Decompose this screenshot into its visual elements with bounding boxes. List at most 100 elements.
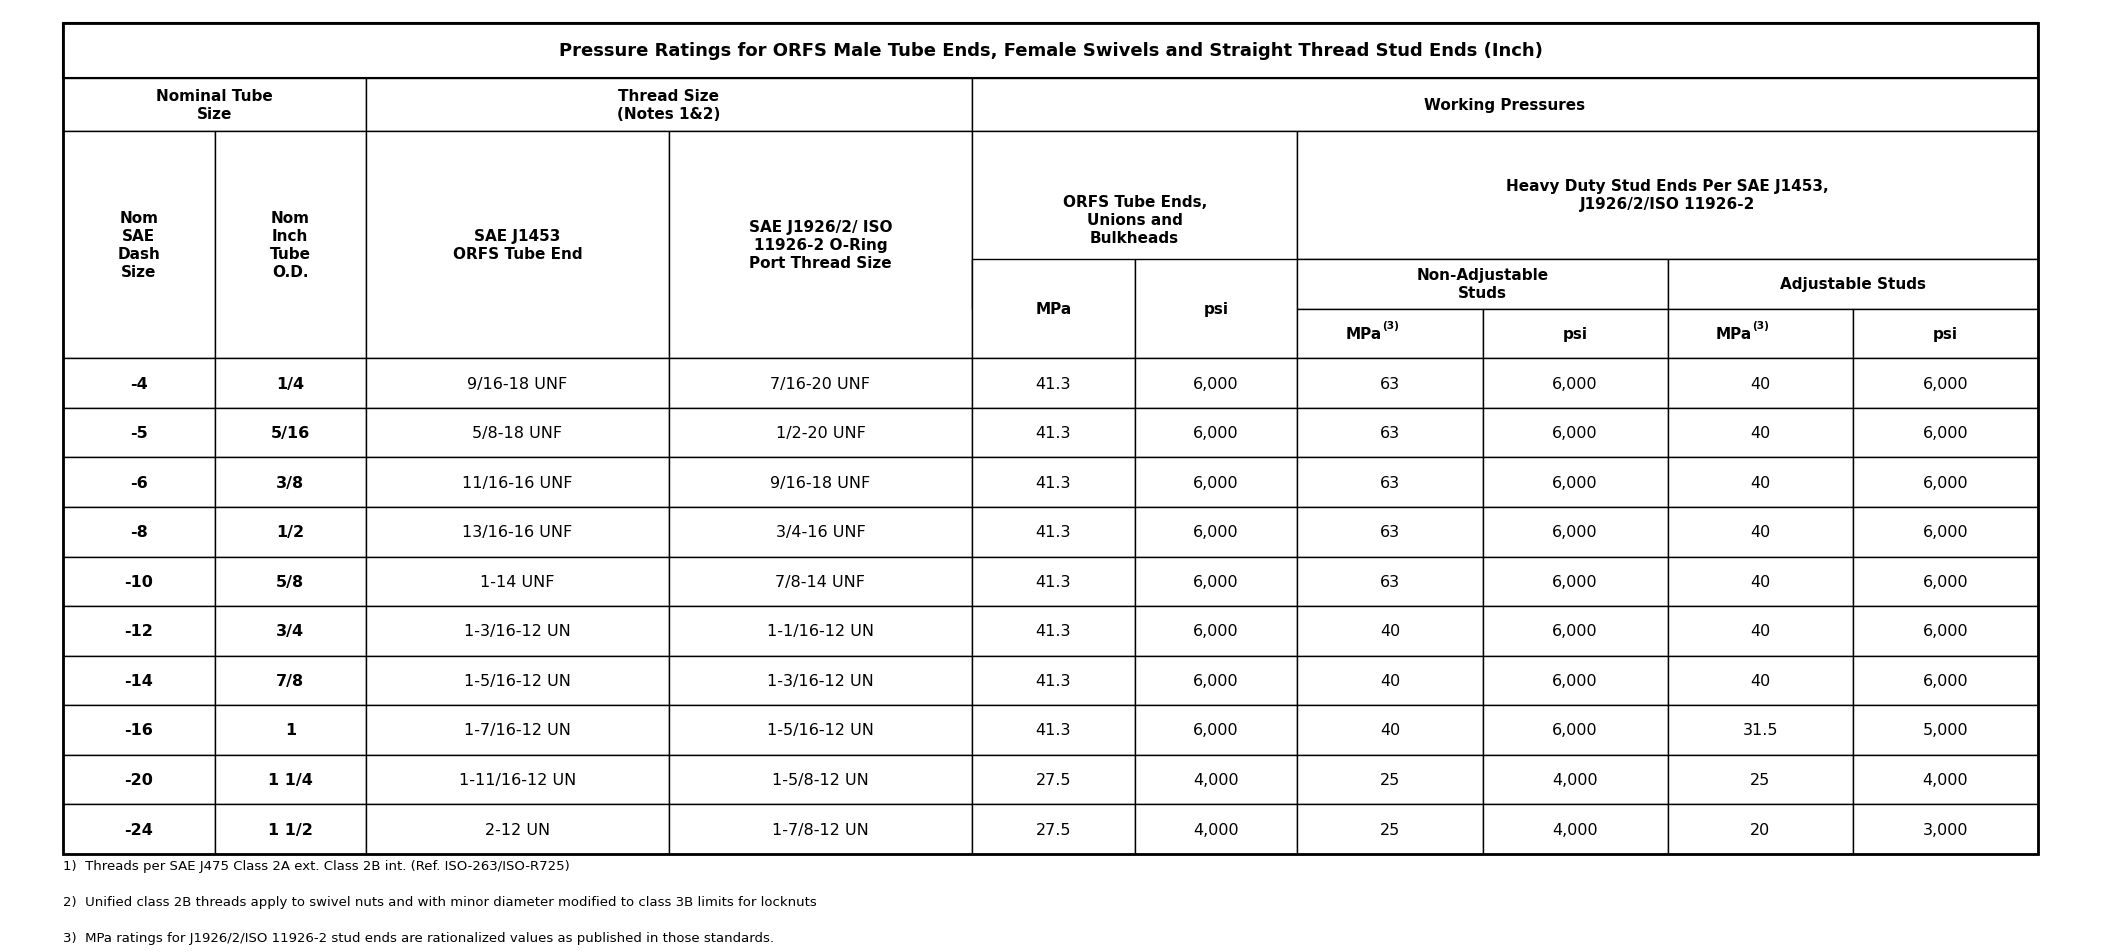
- Text: 4,000: 4,000: [1922, 772, 1969, 787]
- Bar: [973, 606, 1135, 656]
- Bar: [1668, 260, 2038, 309]
- Bar: [1853, 656, 2038, 705]
- Text: 6,000: 6,000: [1922, 624, 1969, 639]
- Text: 1/2-20 UNF: 1/2-20 UNF: [775, 426, 866, 441]
- Text: 4,000: 4,000: [1193, 822, 1240, 837]
- Bar: [1135, 804, 1298, 854]
- Bar: [63, 359, 214, 408]
- Text: 3/8: 3/8: [275, 475, 305, 490]
- Bar: [366, 408, 668, 458]
- Text: 63: 63: [1380, 574, 1399, 589]
- Bar: [1853, 359, 2038, 408]
- Bar: [1135, 606, 1298, 656]
- Bar: [1298, 260, 1668, 309]
- Text: 2)  Unified class 2B threads apply to swivel nuts and with minor diameter modifi: 2) Unified class 2B threads apply to swi…: [63, 895, 817, 908]
- Text: 20: 20: [1750, 822, 1771, 837]
- Text: 13/16-16 UNF: 13/16-16 UNF: [462, 525, 574, 540]
- Bar: [1483, 656, 1668, 705]
- Text: 25: 25: [1380, 772, 1399, 787]
- Bar: [63, 458, 214, 507]
- Bar: [63, 804, 214, 854]
- Text: Nom
Inch
Tube
O.D.: Nom Inch Tube O.D.: [269, 210, 311, 280]
- Text: 5,000: 5,000: [1922, 723, 1969, 738]
- Text: (3): (3): [1752, 320, 1769, 330]
- Bar: [63, 606, 214, 656]
- Text: 9/16-18 UNF: 9/16-18 UNF: [771, 475, 870, 490]
- Text: 40: 40: [1750, 624, 1771, 639]
- Text: 6,000: 6,000: [1553, 574, 1599, 589]
- Bar: [214, 557, 366, 606]
- Text: 41.3: 41.3: [1036, 723, 1072, 738]
- Text: 1-11/16-12 UN: 1-11/16-12 UN: [458, 772, 576, 787]
- Bar: [214, 656, 366, 705]
- Text: 3)  MPa ratings for J1926/2/ISO 11926-2 stud ends are rationalized values as pub: 3) MPa ratings for J1926/2/ISO 11926-2 s…: [63, 931, 773, 944]
- Bar: [1483, 557, 1668, 606]
- Bar: [1298, 755, 1483, 804]
- Bar: [973, 557, 1135, 606]
- Text: 1-7/16-12 UN: 1-7/16-12 UN: [464, 723, 571, 738]
- Bar: [1668, 359, 1853, 408]
- Bar: [973, 131, 1298, 309]
- Text: 6,000: 6,000: [1922, 574, 1969, 589]
- Bar: [214, 359, 366, 408]
- Text: 1 1/4: 1 1/4: [267, 772, 313, 787]
- Text: 40: 40: [1750, 574, 1771, 589]
- Text: 41.3: 41.3: [1036, 624, 1072, 639]
- Bar: [1298, 408, 1483, 458]
- Bar: [1298, 656, 1483, 705]
- Bar: [1483, 309, 1668, 359]
- Text: 6,000: 6,000: [1193, 574, 1240, 589]
- Text: 9/16-18 UNF: 9/16-18 UNF: [466, 376, 567, 391]
- Text: -14: -14: [124, 673, 153, 688]
- Text: -4: -4: [130, 376, 147, 391]
- Text: (3): (3): [1382, 320, 1399, 330]
- Bar: [973, 804, 1135, 854]
- Text: 6,000: 6,000: [1553, 673, 1599, 688]
- Text: psi: psi: [1933, 327, 1958, 342]
- Text: -6: -6: [130, 475, 147, 490]
- Text: 6,000: 6,000: [1922, 673, 1969, 688]
- Bar: [973, 359, 1135, 408]
- Bar: [214, 507, 366, 557]
- Bar: [1853, 557, 2038, 606]
- Bar: [63, 131, 214, 359]
- Text: -5: -5: [130, 426, 147, 441]
- Text: 6,000: 6,000: [1553, 723, 1599, 738]
- Bar: [366, 705, 668, 755]
- Bar: [668, 804, 973, 854]
- Bar: [973, 260, 1135, 359]
- Bar: [63, 507, 214, 557]
- Text: 6,000: 6,000: [1193, 624, 1240, 639]
- Bar: [63, 755, 214, 804]
- Text: 6,000: 6,000: [1193, 376, 1240, 391]
- Bar: [1483, 359, 1668, 408]
- Bar: [214, 458, 366, 507]
- Text: 31.5: 31.5: [1742, 723, 1777, 738]
- Bar: [366, 557, 668, 606]
- Text: ORFS Tube Ends,
Unions and
Bulkheads: ORFS Tube Ends, Unions and Bulkheads: [1063, 195, 1206, 246]
- Bar: [1853, 606, 2038, 656]
- Bar: [1298, 131, 2038, 260]
- Bar: [366, 755, 668, 804]
- Text: 41.3: 41.3: [1036, 525, 1072, 540]
- Bar: [668, 705, 973, 755]
- Bar: [1298, 507, 1483, 557]
- Bar: [214, 408, 366, 458]
- Text: 3,000: 3,000: [1922, 822, 1969, 837]
- Bar: [366, 804, 668, 854]
- Text: 27.5: 27.5: [1036, 822, 1072, 837]
- Text: MPa: MPa: [1036, 302, 1072, 317]
- Bar: [1135, 260, 1298, 359]
- Bar: [1668, 557, 1853, 606]
- Bar: [1483, 705, 1668, 755]
- Text: SAE J1926/2/ ISO
11926-2 O-Ring
Port Thread Size: SAE J1926/2/ ISO 11926-2 O-Ring Port Thr…: [748, 220, 893, 270]
- Bar: [1135, 755, 1298, 804]
- Text: 6,000: 6,000: [1193, 525, 1240, 540]
- Text: Pressure Ratings for ORFS Male Tube Ends, Female Swivels and Straight Thread Stu: Pressure Ratings for ORFS Male Tube Ends…: [559, 43, 1542, 60]
- Text: Working Pressures: Working Pressures: [1424, 98, 1586, 112]
- Bar: [1853, 408, 2038, 458]
- Text: 6,000: 6,000: [1922, 525, 1969, 540]
- Bar: [1668, 755, 1853, 804]
- Bar: [1853, 507, 2038, 557]
- Bar: [366, 79, 973, 131]
